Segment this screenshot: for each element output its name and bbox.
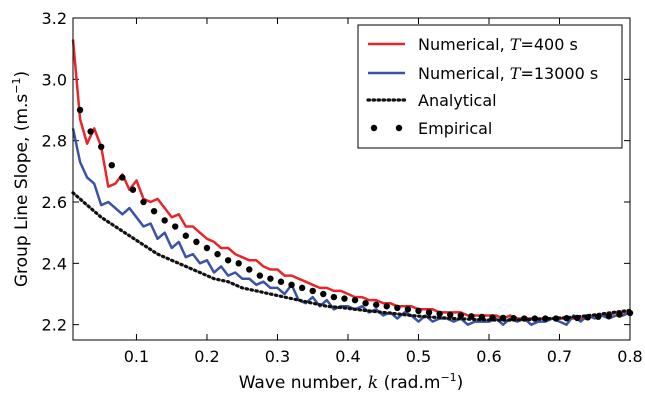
y-axis-label: Group Line Slope, (m.s−1) (10, 71, 32, 287)
data-point (468, 313, 475, 320)
y-tick-label: 2.8 (42, 132, 67, 151)
x-tick-label: 0.5 (406, 347, 431, 366)
x-tick-label: 0.3 (265, 347, 290, 366)
data-point (372, 301, 380, 308)
y-tick-label: 2.4 (42, 254, 67, 273)
data-point (277, 278, 285, 285)
legend-items: Numerical, T=400 s Numerical, T=13000 s An… (366, 35, 598, 138)
data-point (129, 186, 137, 193)
data-point (214, 250, 221, 258)
data-point (563, 315, 570, 322)
data-point (510, 315, 517, 322)
x-tick-label: 0.8 (617, 347, 642, 366)
data-point (499, 314, 507, 322)
data-point (552, 315, 560, 322)
data-point (98, 143, 105, 150)
data-point (436, 310, 443, 318)
legend-marker (395, 124, 403, 132)
legend-label: Numerical, T=400 s (418, 35, 578, 54)
series-layer (71, 39, 634, 326)
data-point (172, 223, 179, 230)
x-tick-label: 0.4 (335, 347, 360, 366)
data-point (415, 307, 422, 315)
legend-label: Analytical (418, 91, 497, 110)
data-point (573, 314, 581, 322)
data-point (394, 304, 401, 311)
data-point (531, 315, 539, 322)
data-point (605, 312, 613, 319)
data-point (256, 272, 264, 279)
data-point (425, 309, 433, 316)
data-point (246, 266, 253, 273)
data-point (595, 313, 602, 320)
data-point (235, 260, 242, 267)
data-point (161, 217, 168, 224)
x-tick-label: 0.1 (124, 347, 149, 366)
legend-marker (370, 124, 378, 132)
data-point (616, 311, 623, 318)
data-point (521, 315, 528, 322)
x-tick-label: 0.6 (476, 347, 501, 366)
data-point (150, 208, 158, 215)
data-point (108, 162, 115, 169)
data-point (203, 244, 211, 252)
legend-item: Numerical, T=400 s (368, 35, 578, 54)
data-point (457, 312, 464, 319)
data-point (351, 296, 359, 304)
data-point (584, 314, 591, 321)
data-point (404, 306, 412, 313)
data-point (193, 238, 200, 246)
series-empirical (76, 106, 634, 322)
y-tick-label: 3.0 (42, 70, 67, 89)
data-point (341, 295, 348, 302)
data-point (309, 287, 316, 295)
legend-label: Empirical (418, 119, 492, 138)
data-point (447, 311, 454, 319)
data-point (119, 174, 126, 181)
legend: Numerical, T=400 s Numerical, T=13000 s An… (357, 24, 623, 149)
x-axis-label: Wave number, k (rad.m−1) (239, 371, 464, 393)
data-point (298, 284, 306, 292)
data-point (288, 281, 295, 288)
data-point (542, 315, 549, 322)
data-point (87, 128, 94, 135)
legend-item: Analytical (366, 91, 497, 110)
y-tick-label: 2.6 (42, 193, 67, 212)
data-point (320, 290, 327, 298)
data-point (140, 198, 147, 206)
data-point (362, 300, 369, 307)
data-point (489, 314, 496, 321)
data-point (182, 232, 190, 239)
x-tick-label: 0.7 (547, 347, 572, 366)
legend-item: Numerical, T=13000 s (368, 64, 598, 83)
data-point (330, 293, 338, 301)
data-point (478, 313, 486, 321)
x-tick-label: 0.2 (194, 347, 219, 366)
legend-item: Empirical (370, 119, 492, 138)
y-tick-label: 3.2 (42, 9, 67, 28)
axis-ticks: 0.1 0.2 0.3 0.4 0.5 0.6 0.7 0.8 2.2 2.4 2.6 2.8 3.0 3… (42, 9, 643, 366)
data-point (224, 257, 232, 264)
y-tick-label: 2.2 (42, 316, 67, 335)
data-point (76, 106, 84, 114)
data-point (267, 275, 274, 282)
legend-label: Numerical, T=13000 s (418, 64, 598, 83)
plot-area-frame (72, 17, 631, 341)
data-point (383, 303, 390, 310)
